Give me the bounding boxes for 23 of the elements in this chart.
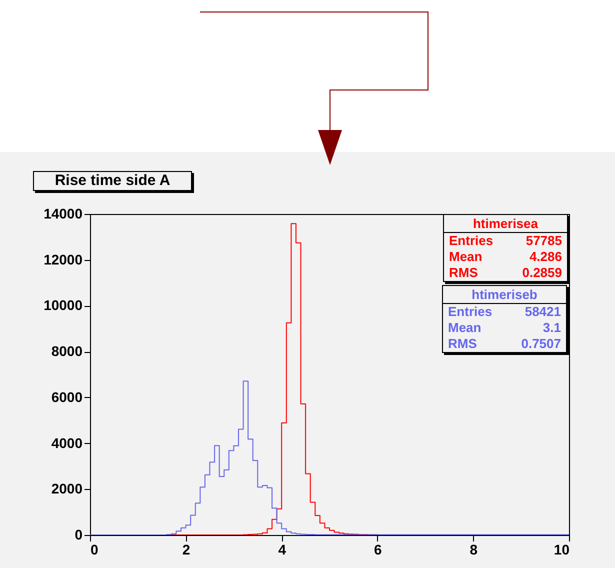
text: Entries 57785 [449,233,562,248]
chart-title: Rise time side A [33,171,192,191]
text: Mean 3.1 [448,320,561,335]
x-tick-label: 4 [278,542,286,558]
y-tick-label: 2000 [51,480,83,497]
x-tick-label: 8 [470,542,478,558]
text: RMS 0.7507 [448,336,561,351]
x-tick-label: 2 [182,542,190,558]
text: htimerisea [444,215,567,233]
text: Mean 4.286 [449,249,562,264]
y-tick-label: 4000 [51,434,83,451]
text: htimeriseb [443,286,566,304]
x-tick-label: 0 [90,542,98,558]
text: Entries 58421 [448,304,561,319]
y-tick-label: 0 [74,526,83,542]
x-tick-label: 6 [374,542,382,558]
y-tick-label: 12000 [44,251,83,268]
y-tick-label: 14000 [44,206,83,222]
y-tick-label: 8000 [51,343,83,360]
y-tick-label: 6000 [51,388,83,405]
text: RMS 0.2859 [449,265,562,280]
x-tick-label: 10 [554,542,570,558]
y-tick-label: 10000 [44,297,83,314]
